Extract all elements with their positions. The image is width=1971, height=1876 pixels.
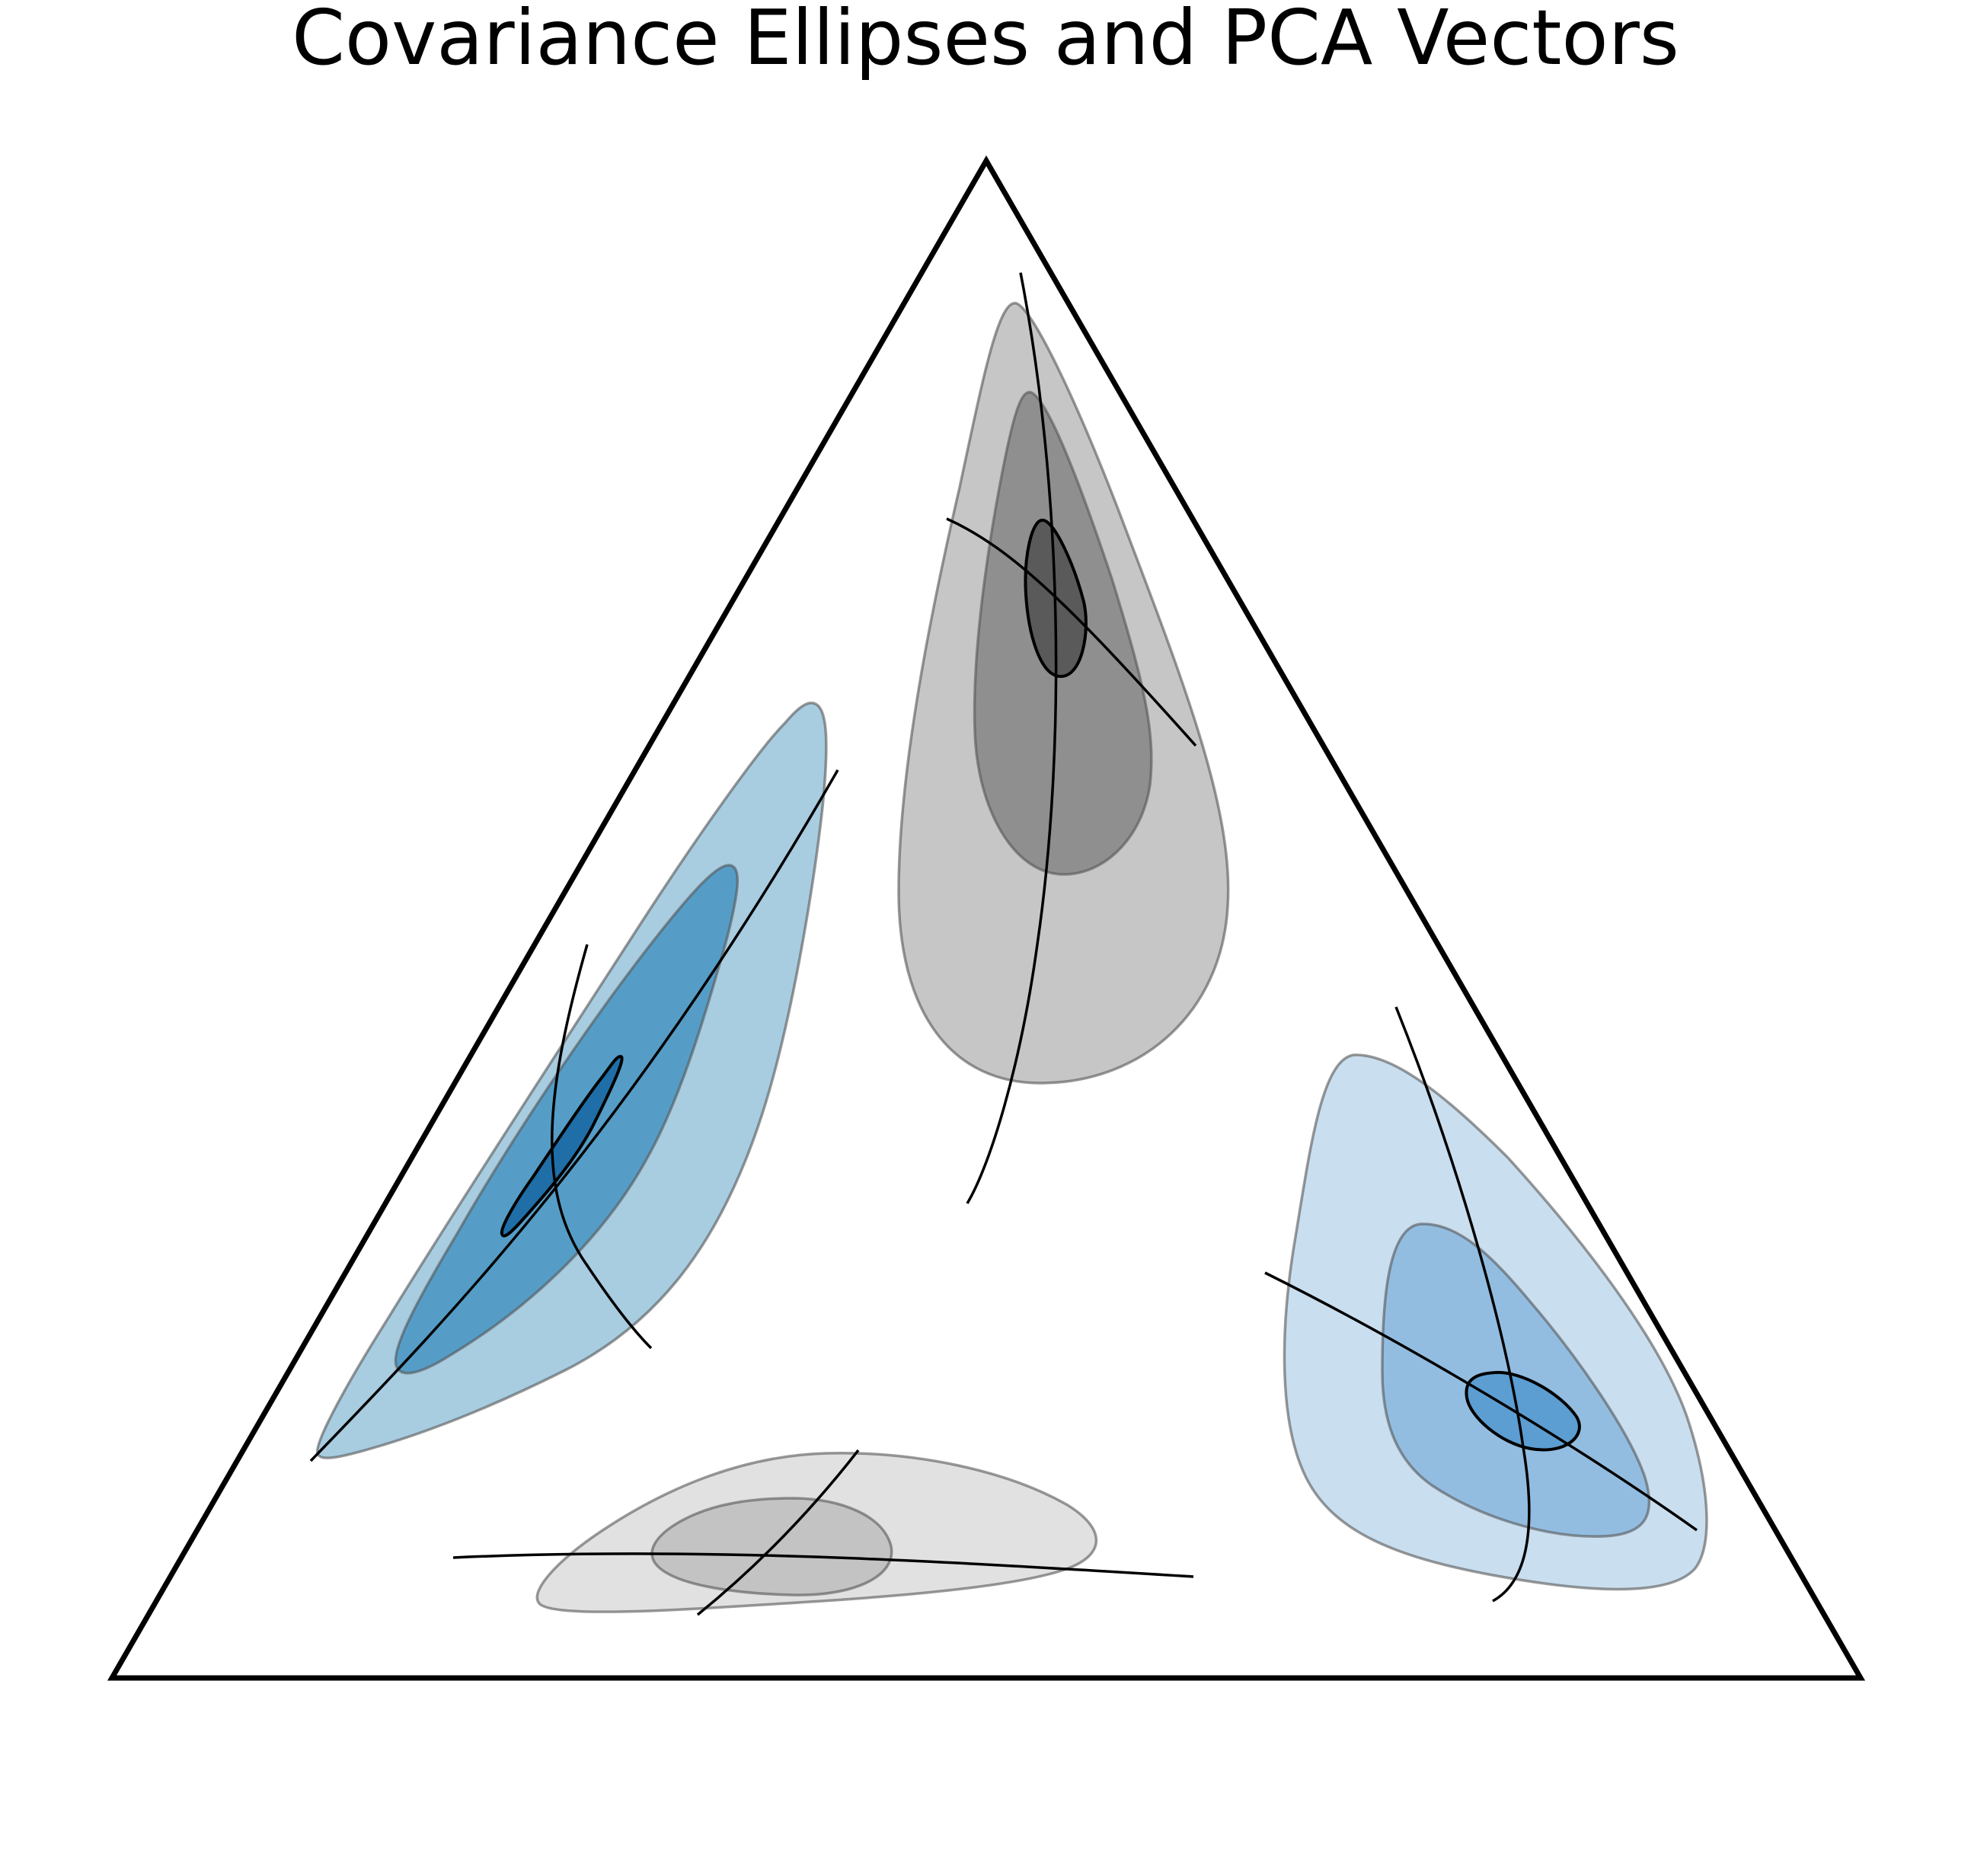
density-region-left-level-2 (394, 864, 740, 1375)
pca-vector-top-minor (946, 517, 1197, 747)
pca-vector-left-major (309, 769, 839, 1462)
ternary-frame (107, 155, 1866, 1681)
density-region-right-level-3 (1465, 1370, 1581, 1452)
pca-vector-right-major (1264, 1271, 1698, 1532)
pca-vector-top-major (966, 272, 1058, 1204)
pca-vector-bottom-minor (696, 1449, 860, 1616)
pca-vector-right-minor (1394, 1006, 1531, 1603)
chart-title: Covariance Ellipses and PCA Vectors (292, 0, 1679, 82)
pca-vector-bottom-major (452, 1552, 1194, 1578)
density-region-left-level-3 (500, 1055, 624, 1238)
pca-vector-left-minor (551, 944, 653, 1350)
